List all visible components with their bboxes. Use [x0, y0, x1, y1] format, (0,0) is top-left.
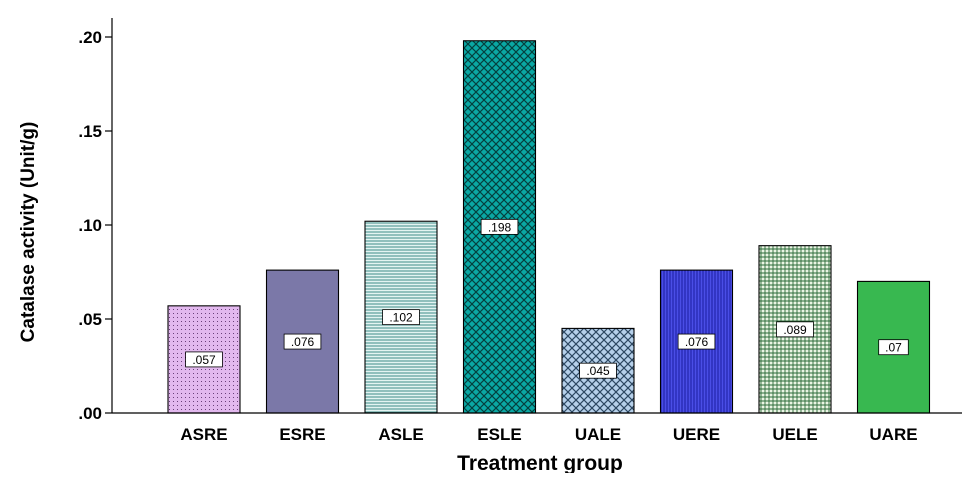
value-label-uere: .076: [685, 335, 709, 349]
x-tick-label-uele: UELE: [772, 425, 817, 444]
x-tick-label-uare: UARE: [869, 425, 917, 444]
value-label-box-uere: [677, 333, 716, 350]
value-label-box-esre: [283, 333, 322, 350]
x-tick-label-asre: ASRE: [180, 425, 227, 444]
y-tick-label: .05: [78, 310, 102, 329]
y-tick-label: .15: [78, 122, 102, 141]
value-label-esre: .076: [291, 335, 315, 349]
labels-layer: .057 ASRE .076 ESRE .102 ASLE .198 ESLE .045 UALE…: [18, 28, 918, 475]
value-label-box-asle: [382, 309, 420, 326]
x-tick-label-esre: ESRE: [279, 425, 325, 444]
value-label-asre: .057: [192, 353, 216, 367]
value-label-asle: .102: [389, 311, 413, 325]
value-label-box-uale: [579, 362, 617, 379]
x-tick-label-uere: UERE: [673, 425, 720, 444]
bars-layer: [167, 40, 931, 414]
value-label-box-esle: [480, 218, 519, 235]
value-label-uele: .089: [783, 323, 807, 337]
x-tick-label-uale: UALE: [575, 425, 621, 444]
axes-layer: [105, 18, 962, 414]
y-tick-label: .20: [78, 28, 102, 47]
value-label-uare: .07: [885, 341, 902, 355]
value-label-box-uare: [878, 339, 909, 356]
y-axis-title: Catalase activity (Unit/g): [18, 122, 39, 343]
x-axis-title: Treatment group: [457, 452, 623, 473]
value-label-esle: .198: [488, 220, 512, 234]
x-tick-label-esle: ESLE: [477, 425, 521, 444]
value-label-uale: .045: [586, 364, 610, 378]
x-tick-label-asle: ASLE: [378, 425, 423, 444]
y-tick-label: .10: [78, 216, 102, 235]
bar-uare: [856, 280, 931, 414]
y-tick-label: .00: [78, 404, 102, 423]
value-label-box-asre: [185, 351, 223, 368]
value-label-box-uele: [776, 321, 814, 338]
